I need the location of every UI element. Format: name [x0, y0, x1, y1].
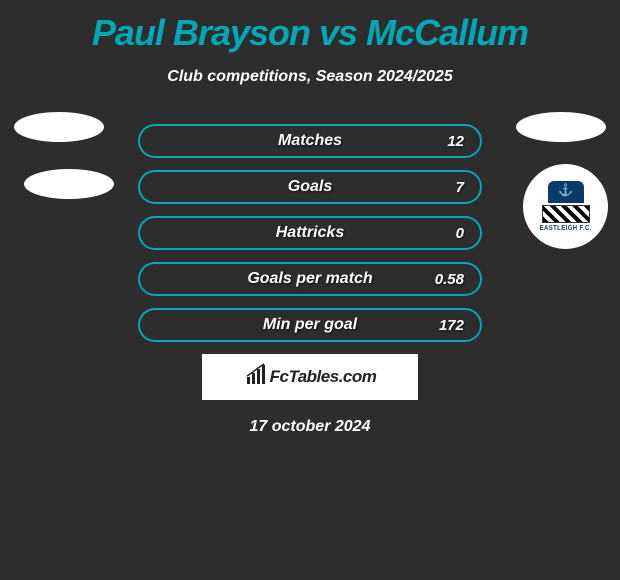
stat-row-goals-per-match: Goals per match 0.58	[138, 262, 482, 296]
club-badge: ⚓ EASTLEIGH F.C.	[523, 164, 608, 249]
footer-brand-text: FcTables.com	[270, 367, 377, 387]
subtitle: Club competitions, Season 2024/2025	[0, 68, 620, 86]
date-text: 17 october 2024	[0, 418, 620, 436]
footer-brand-box: FcTables.com	[202, 354, 418, 400]
stat-value: 172	[439, 317, 464, 334]
avatar-placeholder-left-2	[24, 169, 114, 199]
stat-label: Matches	[278, 132, 342, 150]
stat-value: 12	[447, 133, 464, 150]
avatar-placeholder-left-1	[14, 112, 104, 142]
stat-row-matches: Matches 12	[138, 124, 482, 158]
stats-container: ⚓ EASTLEIGH F.C. Matches 12 Goals 7 Hatt…	[0, 124, 620, 342]
badge-crest-icon: ⚓	[558, 183, 573, 197]
badge-text: EASTLEIGH F.C.	[539, 225, 591, 232]
stat-label: Min per goal	[263, 316, 357, 334]
page-title: Paul Brayson vs McCallum	[0, 0, 620, 54]
badge-checker	[542, 205, 590, 223]
stat-row-min-per-goal: Min per goal 172	[138, 308, 482, 342]
stat-label: Goals per match	[247, 270, 372, 288]
stat-value: 0.58	[435, 271, 464, 288]
footer-logo: FcTables.com	[244, 363, 377, 392]
stat-label: Goals	[288, 178, 332, 196]
stat-row-hattricks: Hattricks 0	[138, 216, 482, 250]
badge-top: ⚓	[548, 181, 584, 203]
stat-value: 7	[456, 179, 464, 196]
stat-label: Hattricks	[276, 224, 344, 242]
avatar-placeholder-right-1	[516, 112, 606, 142]
stat-value: 0	[456, 225, 464, 242]
stat-row-goals: Goals 7	[138, 170, 482, 204]
chart-icon	[244, 363, 268, 392]
